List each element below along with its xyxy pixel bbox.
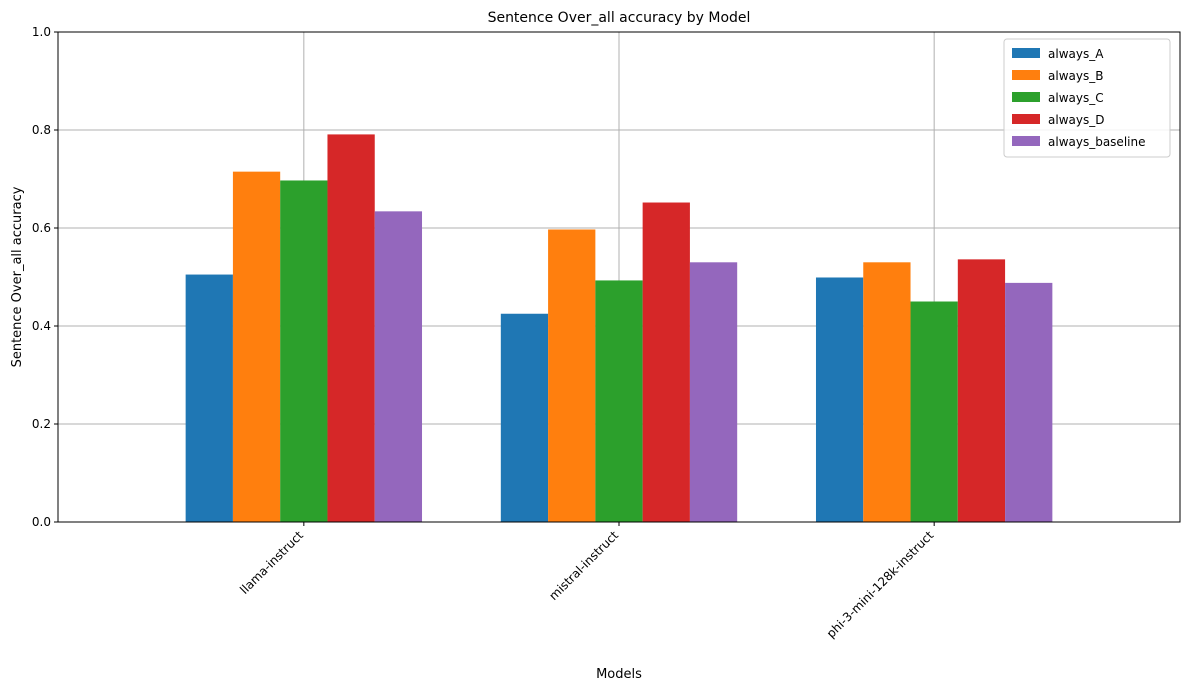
bar-always_A-mistral-instruct (500, 313, 549, 522)
legend-swatch (1012, 48, 1040, 58)
legend-label: always_D (1048, 113, 1104, 127)
legend-swatch (1012, 114, 1040, 124)
x-axis-title: Models (596, 667, 642, 682)
bar-always_B-llama-instruct (232, 171, 281, 522)
bar-always_B-mistral-instruct (548, 229, 596, 522)
y-tick-label: 0.0 (32, 515, 51, 529)
y-tick-label: 1.0 (32, 25, 51, 39)
y-tick-label: 0.8 (32, 123, 51, 137)
legend-label: always_baseline (1048, 135, 1145, 149)
bars (185, 134, 1053, 522)
bar-always_C-mistral-instruct (595, 280, 643, 522)
legend-label: always_A (1048, 47, 1104, 61)
bar-always_C-phi-3-mini-128k-instruct (910, 301, 958, 522)
chart-title: Sentence Over_all accuracy by Model (488, 10, 751, 26)
bar-always_A-phi-3-mini-128k-instruct (815, 277, 864, 522)
legend-swatch (1012, 136, 1040, 146)
legend-label: always_B (1048, 69, 1103, 83)
y-tick-label: 0.6 (32, 221, 51, 235)
y-tick-label: 0.2 (32, 417, 51, 431)
bar-always_baseline-phi-3-mini-128k-instruct (1005, 282, 1053, 522)
legend: always_A always_B always_C always_D always_b… (1003, 38, 1171, 158)
legend-label: always_C (1048, 91, 1104, 105)
bar-always_D-llama-instruct (327, 134, 375, 522)
bar-always_D-mistral-instruct (642, 202, 690, 522)
bar-always_D-phi-3-mini-128k-instruct (957, 259, 1006, 522)
bar-always_baseline-mistral-instruct (689, 262, 738, 522)
legend-swatch (1012, 70, 1040, 80)
y-axis-title: Sentence Over_all accuracy (10, 186, 25, 367)
legend-swatch (1012, 92, 1040, 102)
bar-always_A-llama-instruct (185, 274, 233, 522)
bar-always_B-phi-3-mini-128k-instruct (863, 262, 911, 522)
legend-box (1003, 38, 1171, 158)
y-tick-label: 0.4 (32, 319, 51, 333)
bar-always_C-llama-instruct (280, 180, 328, 522)
bar-always_baseline-llama-instruct (374, 211, 423, 522)
